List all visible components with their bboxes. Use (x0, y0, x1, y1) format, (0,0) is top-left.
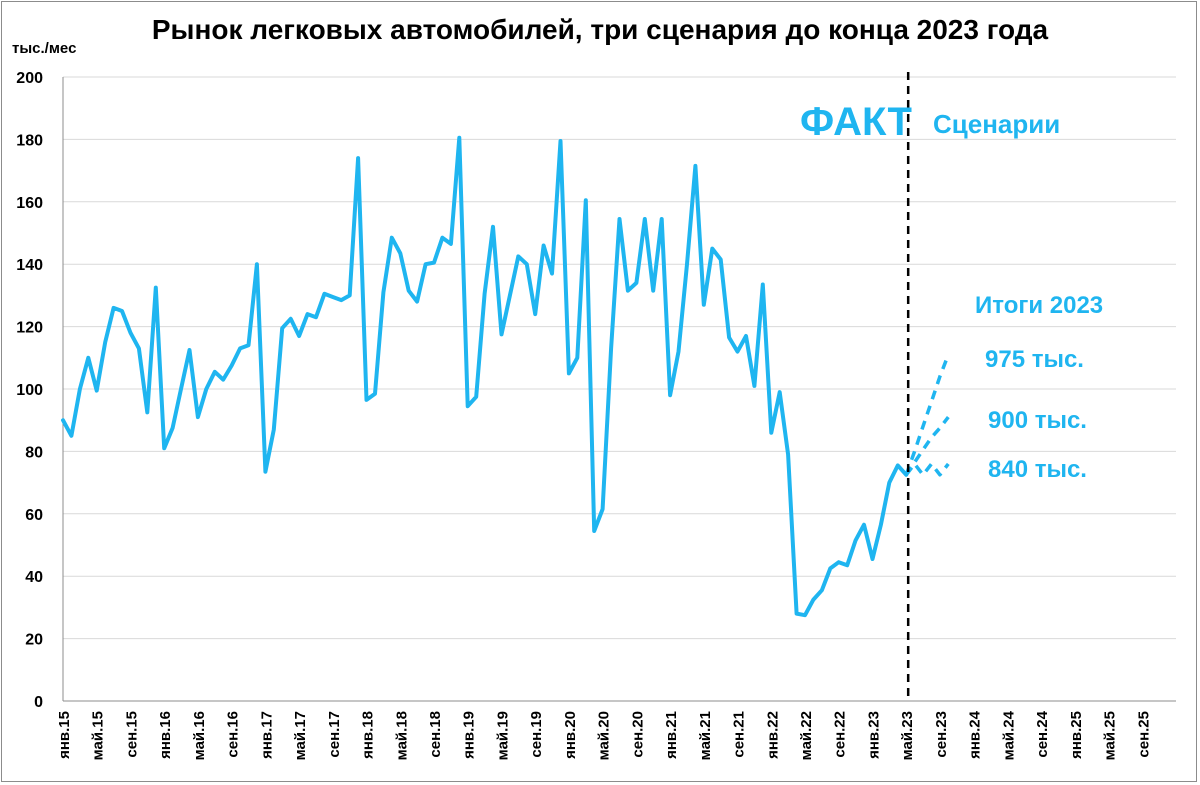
x-tick-11: сен.18 (427, 711, 444, 758)
x-tick-19: май.21 (697, 711, 714, 760)
series-line-3 (904, 462, 950, 477)
x-tick-32: сен.25 (1135, 711, 1152, 758)
x-tick-13: май.19 (494, 711, 511, 760)
y-tick-100: 100 (16, 382, 43, 399)
y-tick-80: 80 (25, 444, 43, 461)
x-tick-21: янв.22 (764, 711, 781, 759)
x-tick-28: май.24 (1000, 710, 1017, 760)
x-tick-8: сен.17 (326, 711, 343, 758)
x-tick-14: сен.19 (528, 711, 545, 758)
x-tick-9: янв.18 (360, 711, 377, 759)
x-tick-2: сен.15 (123, 711, 140, 758)
x-tick-25: май.23 (899, 711, 916, 760)
y-tick-labels: 0 20 40 60 80 100 120 140 160 180 200 (16, 70, 43, 711)
x-tick-24: янв.23 (865, 711, 882, 759)
axes (62, 77, 1176, 702)
y-tick-120: 120 (16, 320, 43, 337)
scenario-low-label: 840 тыс. (988, 456, 1087, 483)
x-tick-4: май.16 (191, 711, 208, 760)
y-tick-180: 180 (16, 132, 43, 149)
y-tick-200: 200 (16, 70, 43, 87)
x-tick-15: янв.20 (562, 711, 579, 759)
series-line-0 (61, 135, 909, 618)
y-tick-20: 20 (25, 632, 43, 649)
x-tick-3: янв.16 (157, 711, 174, 759)
x-tick-1: май.15 (90, 711, 107, 760)
x-tick-16: май.20 (596, 711, 613, 760)
x-tick-29: сен.24 (1034, 710, 1051, 757)
y-tick-140: 140 (16, 257, 43, 274)
x-tick-26: сен.23 (933, 711, 950, 758)
x-tick-0: янв.15 (56, 711, 73, 759)
y-tick-160: 160 (16, 195, 43, 212)
series-line-1 (904, 354, 950, 476)
x-tick-7: май.17 (292, 711, 309, 760)
x-tick-12: янв.19 (461, 711, 478, 759)
scenario-mid-label: 900 тыс. (988, 407, 1087, 434)
chart-title: Рынок легковых автомобилей, три сценария… (151, 14, 1049, 45)
y-tick-40: 40 (25, 569, 43, 586)
totals-label: Итоги 2023 (975, 292, 1103, 319)
gridlines (63, 76, 1176, 640)
x-tick-22: май.22 (798, 711, 815, 760)
fact-label: ФАКТ (800, 100, 912, 144)
x-tick-31: май.25 (1102, 711, 1119, 760)
x-tick-17: сен.20 (629, 711, 646, 758)
x-tick-5: сен.16 (225, 711, 242, 758)
series-lines (61, 135, 950, 618)
x-tick-27: янв.24 (967, 710, 984, 759)
scenario-high-label: 975 тыс. (985, 346, 1084, 373)
series-line-2 (904, 416, 950, 476)
x-tick-23: сен.22 (832, 711, 849, 758)
y-unit-label: тыс./мес (12, 40, 77, 57)
x-tick-20: сен.21 (731, 711, 748, 758)
x-tick-6: янв.17 (258, 711, 275, 759)
scenarios-label: Сценарии (933, 109, 1060, 139)
y-tick-60: 60 (25, 507, 43, 524)
y-tick-0: 0 (34, 694, 43, 711)
x-tick-30: янв.25 (1068, 711, 1085, 759)
x-tick-18: янв.21 (663, 711, 680, 759)
x-tick-10: май.18 (393, 711, 410, 760)
x-tick-labels: янв.15 май.15 сен.15 янв.16 май.16 сен.16 янв.… (56, 710, 1152, 760)
